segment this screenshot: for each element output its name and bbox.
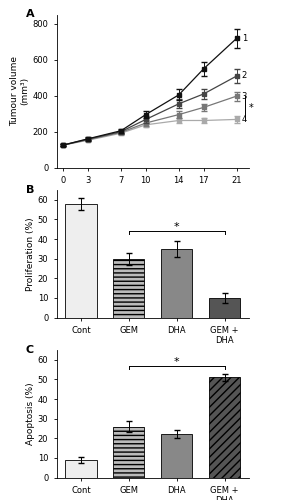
Y-axis label: Proliferation (%): Proliferation (%) — [26, 217, 35, 290]
Text: A: A — [26, 9, 35, 19]
Bar — [113, 426, 144, 478]
Bar — [113, 258, 144, 318]
Text: 4: 4 — [242, 115, 247, 124]
Text: C: C — [26, 345, 34, 355]
Bar — [161, 434, 192, 478]
Bar — [65, 460, 97, 477]
Bar — [65, 204, 97, 318]
Text: 1: 1 — [242, 34, 247, 43]
X-axis label: Time (days): Time (days) — [124, 190, 182, 200]
Bar — [209, 378, 240, 478]
Bar — [161, 249, 192, 318]
Text: B: B — [26, 185, 34, 195]
Text: *: * — [249, 103, 254, 113]
Y-axis label: Tumour volume
(mm³): Tumour volume (mm³) — [10, 56, 30, 126]
Text: *: * — [174, 356, 180, 366]
Text: *: * — [174, 222, 180, 232]
Text: 3: 3 — [242, 92, 247, 100]
Y-axis label: Apoptosis (%): Apoptosis (%) — [26, 382, 35, 445]
Bar — [209, 298, 240, 318]
Text: 2: 2 — [242, 72, 247, 80]
